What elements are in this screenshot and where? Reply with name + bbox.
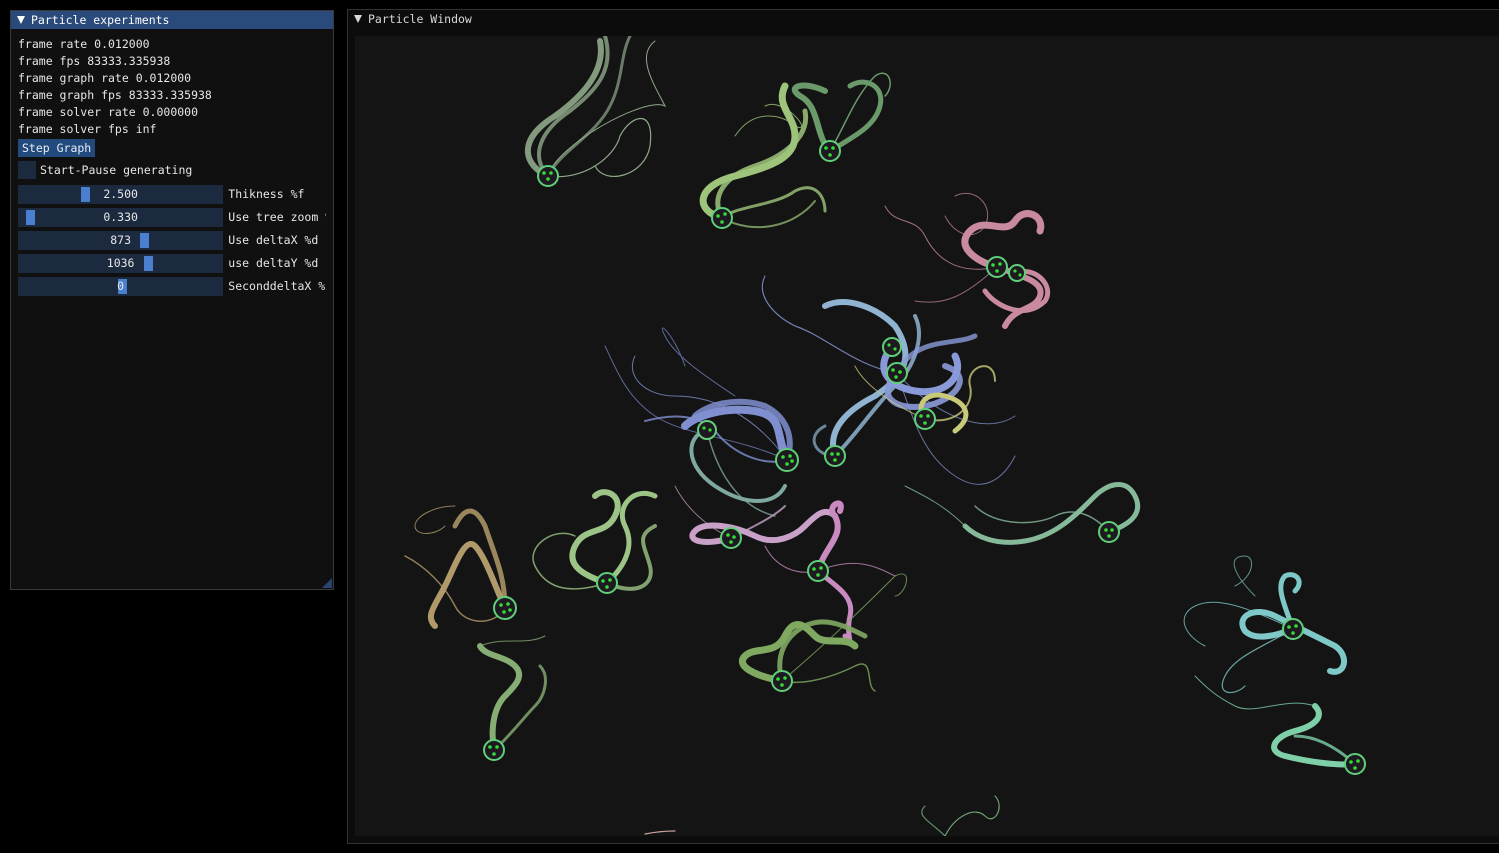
- second-delta-x-slider[interactable]: 0: [18, 276, 224, 296]
- step-graph-button[interactable]: Step Graph: [18, 139, 96, 157]
- delta-y-slider[interactable]: 1036: [18, 253, 224, 273]
- collapse-triangle-icon[interactable]: [17, 16, 25, 24]
- slider-value: 873: [110, 233, 132, 247]
- tree-zoom-slider[interactable]: 0.330: [18, 207, 224, 227]
- thickness-slider[interactable]: 2.500: [18, 184, 224, 204]
- slider-label: SeconddeltaX %: [228, 279, 326, 293]
- particle-window-title: Particle Window: [368, 12, 472, 26]
- slider-label: use deltaY %d: [228, 256, 319, 270]
- slider-grab-handle[interactable]: [81, 186, 90, 202]
- slider-grab-handle[interactable]: [118, 278, 127, 294]
- particle-dots: [488, 146, 1360, 770]
- slider-grab-handle[interactable]: [26, 209, 35, 225]
- slider-value: 0.330: [103, 210, 138, 224]
- particle-experiments-panel: Particle experiments frame rate 0.012000…: [10, 10, 334, 590]
- slider-grab-handle[interactable]: [140, 232, 149, 248]
- particle-heads: [483, 140, 1366, 775]
- slider-value: 0: [117, 279, 125, 293]
- slider-label: Thikness %f: [228, 187, 305, 201]
- slider-grab-handle[interactable]: [144, 255, 153, 271]
- particle-window-title-bar[interactable]: Particle Window: [348, 10, 1499, 28]
- panel-title-bar[interactable]: Particle experiments: [11, 11, 333, 29]
- particle-window: Particle Window: [347, 9, 1499, 844]
- slider-value: 2.500: [103, 187, 138, 201]
- slider-label: Use deltaX %d: [228, 233, 319, 247]
- slider-value: 1036: [106, 256, 135, 270]
- start-pause-label: Start-Pause generating: [40, 163, 193, 177]
- panel-title: Particle experiments: [31, 13, 170, 27]
- stat-solver-rate: frame solver rate 0.000000: [18, 105, 199, 119]
- slider-label: Use tree zoom %: [228, 210, 326, 224]
- stat-frame-fps: frame fps 83333.335938: [18, 54, 171, 68]
- stat-graph-fps: frame graph fps 83333.335938: [18, 88, 212, 102]
- stat-frame-rate: frame rate 0.012000: [18, 37, 150, 51]
- start-pause-checkbox[interactable]: [18, 161, 36, 179]
- particle-canvas[interactable]: [355, 36, 1499, 836]
- resize-grip-icon[interactable]: [322, 578, 332, 588]
- particle-drawing: [404, 36, 1366, 836]
- stat-graph-rate: frame graph rate 0.012000: [18, 71, 192, 85]
- stat-solver-fps: frame solver fps inf: [18, 122, 157, 136]
- delta-x-slider[interactable]: 873: [18, 230, 224, 250]
- collapse-triangle-icon[interactable]: [354, 15, 362, 23]
